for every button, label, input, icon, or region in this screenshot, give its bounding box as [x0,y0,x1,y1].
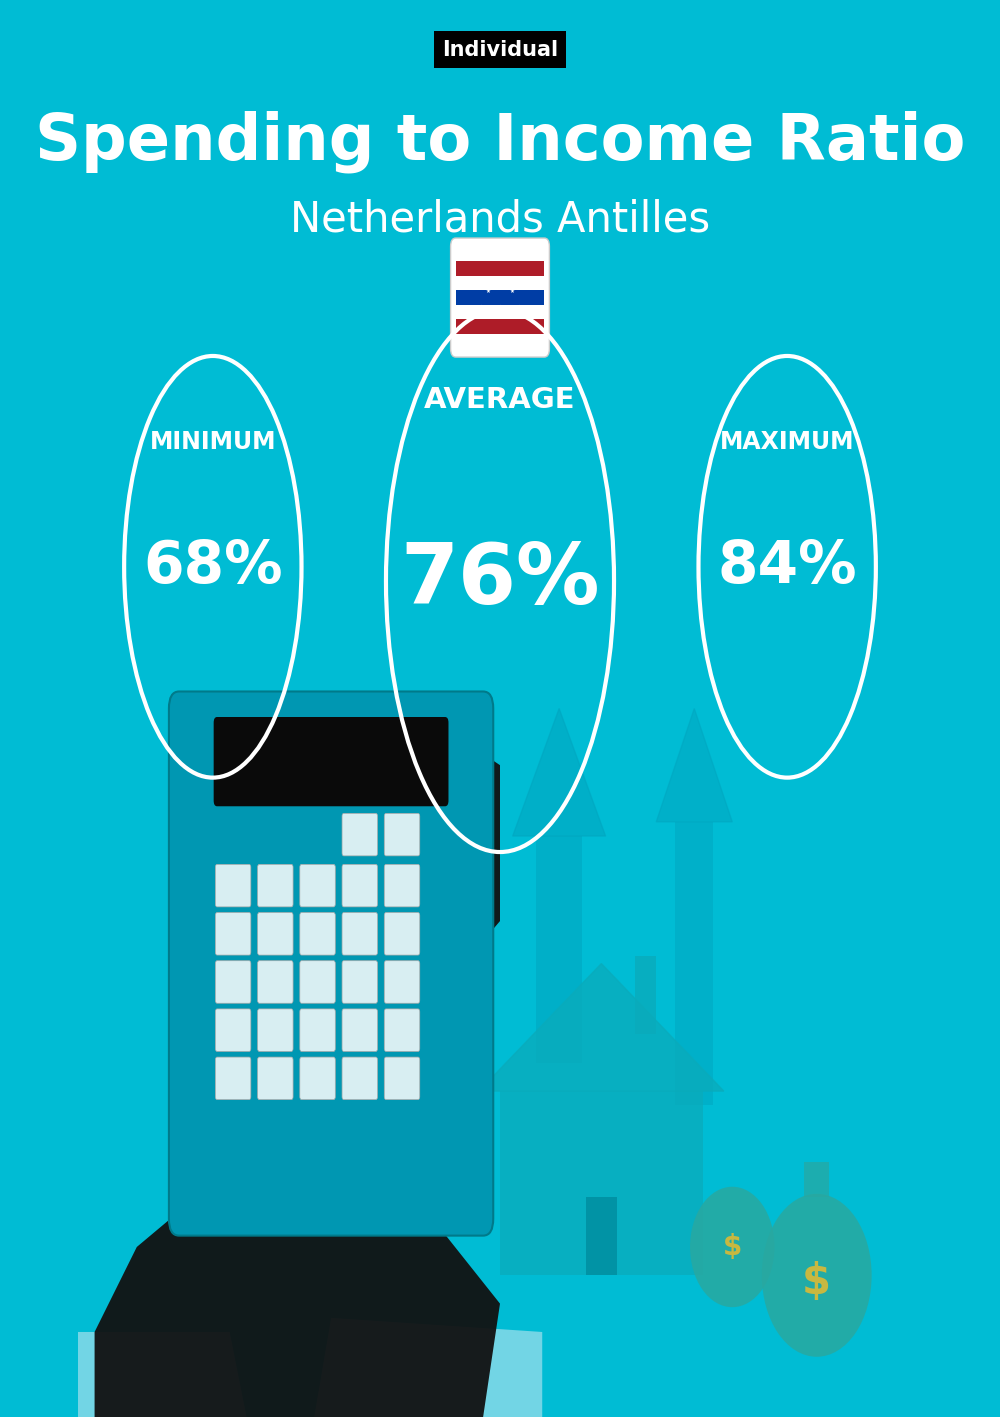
Polygon shape [399,850,466,935]
FancyBboxPatch shape [215,961,251,1003]
FancyBboxPatch shape [258,961,293,1003]
Text: MINIMUM: MINIMUM [150,431,276,453]
Polygon shape [479,964,724,1091]
FancyBboxPatch shape [258,864,293,907]
Polygon shape [95,1169,500,1417]
Bar [586,1197,617,1275]
Text: 68%: 68% [143,538,283,595]
FancyBboxPatch shape [215,864,251,907]
Polygon shape [314,1318,542,1417]
Text: $: $ [802,1261,831,1304]
Bar [500,1091,703,1275]
Polygon shape [78,1332,247,1417]
FancyBboxPatch shape [214,717,448,806]
Bar [675,822,713,1105]
Bar [456,290,544,305]
FancyBboxPatch shape [300,1057,335,1100]
FancyBboxPatch shape [169,691,493,1236]
Ellipse shape [690,1187,775,1306]
Bar [456,261,544,276]
FancyBboxPatch shape [342,1009,378,1051]
FancyBboxPatch shape [215,1009,251,1051]
Bar [456,319,544,334]
FancyBboxPatch shape [215,1057,251,1100]
Text: ★: ★ [498,305,502,310]
FancyBboxPatch shape [342,913,378,955]
FancyBboxPatch shape [258,1009,293,1051]
Bar [416,935,449,1105]
Text: 76%: 76% [400,540,600,622]
Text: ★: ★ [516,305,521,310]
FancyBboxPatch shape [300,913,335,955]
FancyBboxPatch shape [342,864,378,907]
Text: ★: ★ [479,305,484,310]
Polygon shape [230,708,500,1105]
Text: Individual: Individual [442,40,558,60]
Bar [456,247,544,261]
FancyBboxPatch shape [384,1009,420,1051]
Text: $: $ [723,1233,742,1261]
FancyBboxPatch shape [342,1057,378,1100]
FancyBboxPatch shape [451,238,549,357]
FancyBboxPatch shape [342,961,378,1003]
Bar [456,334,544,349]
FancyBboxPatch shape [215,913,251,955]
FancyBboxPatch shape [300,1009,335,1051]
Text: ★: ★ [486,289,491,295]
Polygon shape [656,708,732,822]
Bar [536,836,582,1063]
FancyBboxPatch shape [384,864,420,907]
Text: ★: ★ [509,289,514,295]
Bar [804,1162,829,1197]
Bar [456,305,544,319]
Text: Spending to Income Ratio: Spending to Income Ratio [35,111,965,173]
Polygon shape [513,708,606,836]
Bar [456,276,544,290]
Text: MAXIMUM: MAXIMUM [720,431,854,453]
FancyBboxPatch shape [300,961,335,1003]
FancyBboxPatch shape [384,961,420,1003]
FancyBboxPatch shape [384,813,420,856]
Text: Netherlands Antilles: Netherlands Antilles [290,198,710,241]
Ellipse shape [762,1193,872,1357]
FancyBboxPatch shape [342,813,378,856]
FancyBboxPatch shape [258,913,293,955]
Bar [635,956,656,1034]
FancyBboxPatch shape [384,913,420,955]
Text: AVERAGE: AVERAGE [424,385,576,414]
FancyBboxPatch shape [384,1057,420,1100]
Text: 84%: 84% [717,538,857,595]
FancyBboxPatch shape [258,1057,293,1100]
FancyBboxPatch shape [300,864,335,907]
